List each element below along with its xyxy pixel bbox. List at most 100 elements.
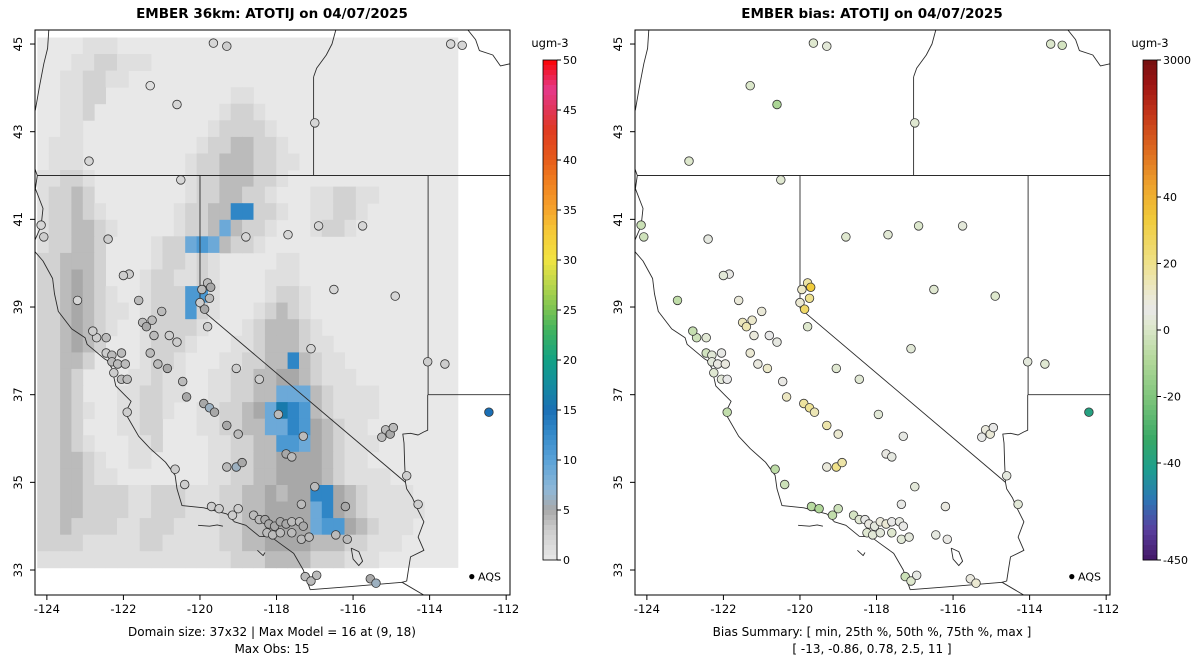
colorbar-segment	[1143, 65, 1157, 71]
raster-cell	[185, 252, 197, 270]
y-tick-label: 37	[11, 387, 25, 402]
station-marker	[133, 295, 144, 306]
station-marker	[36, 220, 46, 230]
station-marker	[457, 40, 467, 51]
station-marker	[233, 504, 243, 514]
x-tick-label: -112	[493, 602, 519, 616]
station-marker	[837, 457, 847, 468]
station-marker	[440, 359, 450, 369]
raster-cell	[276, 203, 289, 221]
station-marker	[88, 326, 98, 336]
raster-cell	[105, 302, 118, 320]
colorbar-segment	[1143, 490, 1157, 496]
colorbar-tick-label: -20	[1163, 390, 1181, 403]
raster-cell	[173, 302, 186, 320]
raster-cell	[196, 518, 209, 536]
raster-cell	[276, 385, 289, 403]
station-marker	[172, 99, 182, 110]
raster-cell	[48, 136, 61, 154]
raster-cell	[60, 153, 72, 171]
raster-cell	[82, 534, 95, 552]
y-tick-label: 41	[11, 212, 25, 227]
raster-cell	[287, 302, 300, 320]
y-tick-label: 35	[611, 475, 625, 490]
colorbar-segment	[1143, 220, 1157, 226]
raster-cell	[117, 485, 129, 502]
station-marker	[1013, 499, 1023, 510]
raster-cell	[333, 385, 345, 403]
raster-cell	[264, 418, 277, 436]
station-marker	[896, 534, 907, 545]
raster-cell	[242, 87, 254, 105]
raster-cell	[94, 451, 106, 469]
station-marker	[709, 368, 719, 378]
raster-cell	[333, 485, 345, 502]
raster-cell	[333, 186, 345, 204]
y-tick-label: 33	[611, 563, 625, 578]
colorbar-segment	[1143, 215, 1157, 221]
raster-cell	[230, 87, 243, 105]
border-line	[910, 581, 1025, 595]
station-marker	[149, 330, 159, 341]
raster-cell	[173, 551, 186, 569]
station-marker	[172, 337, 182, 347]
raster-cell	[276, 534, 289, 552]
station-marker	[772, 337, 782, 347]
raster-cell	[71, 87, 84, 105]
raster-cell	[128, 534, 141, 552]
station-marker	[701, 333, 711, 343]
raster-cell	[276, 153, 289, 171]
colorbar-segment	[543, 485, 557, 491]
border-line	[1067, 30, 1110, 67]
colorbar-segment	[543, 275, 557, 281]
raster-cell	[71, 219, 84, 237]
raster-cell	[48, 302, 61, 320]
border-line	[950, 547, 964, 567]
raster-cell	[173, 368, 186, 386]
station-marker	[636, 220, 646, 230]
colorbar-segment	[543, 240, 557, 246]
station-marker	[688, 326, 698, 336]
raster-cell	[37, 335, 50, 353]
colorbar-segment	[1143, 290, 1157, 296]
raster-cell	[253, 203, 266, 221]
raster-cell	[276, 418, 289, 436]
station-marker	[779, 479, 790, 490]
raster-cell	[242, 236, 254, 254]
colorbar-segment	[543, 490, 557, 496]
raster-cell	[162, 252, 175, 270]
raster-cell	[173, 534, 186, 552]
raster-cell	[196, 501, 209, 519]
colorbar-segment	[543, 210, 557, 216]
colorbar-segment	[543, 235, 557, 241]
colorbar-segment	[543, 430, 557, 436]
raster-cell	[71, 236, 84, 254]
raster-cell	[333, 518, 345, 536]
station-marker	[388, 422, 399, 433]
raster-cell	[60, 269, 72, 287]
y-tick-label: 45	[611, 37, 625, 52]
raster-cell	[287, 286, 300, 304]
raster-cell	[321, 451, 334, 469]
station-marker	[756, 306, 767, 317]
raster-cell	[71, 120, 84, 138]
caption-line2: Max Obs: 15	[234, 642, 309, 656]
raster-cell	[264, 402, 277, 420]
raster-cell	[242, 219, 254, 237]
raster-cell	[253, 319, 266, 337]
raster-cell	[299, 286, 311, 304]
raster-cell	[94, 335, 106, 353]
station-marker	[990, 291, 1000, 301]
colorbar-segment	[1143, 550, 1157, 556]
station-marker	[153, 359, 163, 369]
raster-cell	[71, 534, 84, 552]
station-marker	[753, 359, 763, 369]
raster-cell	[48, 451, 61, 469]
colorbar-segment	[543, 260, 557, 266]
raster-cell	[310, 485, 323, 502]
raster-cell	[219, 451, 232, 469]
raster-cell	[264, 534, 277, 552]
raster-cell	[196, 319, 209, 337]
raster-cell	[37, 402, 50, 420]
colorbar-segment	[1143, 240, 1157, 246]
